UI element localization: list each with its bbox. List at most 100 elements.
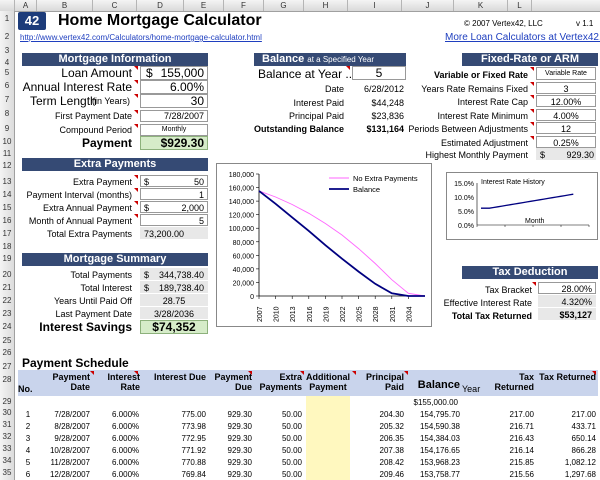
row-header-3[interactable]: 3	[4, 46, 10, 55]
row-header-23[interactable]: 23	[2, 309, 12, 318]
column-header-e[interactable]: E	[184, 0, 224, 11]
row-header-19[interactable]: 19	[2, 254, 12, 263]
series-line-balance	[258, 190, 425, 297]
comment-indicator-icon[interactable]	[300, 371, 304, 375]
row-header-2[interactable]: 2	[4, 32, 10, 41]
arm-min-input[interactable]	[536, 109, 596, 121]
row-header-29[interactable]: 29	[2, 397, 12, 406]
payment-interval-input[interactable]	[140, 188, 208, 200]
row-header-15[interactable]: 15	[2, 203, 12, 212]
column-header-j[interactable]: J	[402, 0, 454, 11]
calculator-url-link[interactable]: http://www.vertex42.com/Calculators/home…	[20, 33, 262, 42]
comment-indicator-icon[interactable]	[352, 371, 356, 375]
row-header-10[interactable]: 10	[2, 137, 12, 146]
extra-payment-input[interactable]	[140, 175, 208, 187]
row-header-5[interactable]: 5	[4, 68, 10, 77]
row-header-21[interactable]: 21	[2, 283, 12, 292]
comment-indicator-icon[interactable]	[532, 282, 536, 286]
comment-indicator-icon[interactable]	[530, 122, 534, 126]
column-header-f[interactable]: F	[224, 0, 264, 11]
term-length-input[interactable]	[140, 94, 208, 108]
column-header-h[interactable]: H	[304, 0, 348, 11]
column-header-k[interactable]: K	[454, 0, 508, 11]
row-header-35[interactable]: 35	[2, 468, 12, 477]
comment-indicator-icon[interactable]	[404, 371, 408, 375]
column-header-b[interactable]: B	[37, 0, 93, 11]
row-header-25[interactable]: 25	[2, 336, 12, 345]
rate-history-chart[interactable]: Interest Rate History 0.0% 5.0% 10.0% 15.0% M…	[446, 172, 598, 240]
comment-indicator-icon[interactable]	[530, 82, 534, 86]
row-header-9[interactable]: 9	[4, 124, 10, 133]
row-header-7[interactable]: 7	[4, 95, 10, 104]
row-header-6[interactable]: 6	[4, 81, 10, 90]
row-header-8[interactable]: 8	[4, 109, 10, 118]
column-header-d[interactable]: D	[137, 0, 184, 11]
comment-indicator-icon[interactable]	[248, 371, 252, 375]
x-tick-label: 2034	[406, 306, 413, 322]
arm-variable-select[interactable]	[536, 67, 596, 80]
row-header-30[interactable]: 30	[2, 408, 12, 417]
comment-indicator-icon[interactable]	[530, 67, 534, 71]
column-header-g[interactable]: G	[264, 0, 304, 11]
comment-indicator-icon[interactable]	[134, 124, 138, 128]
column-header-corner[interactable]	[0, 0, 15, 11]
comment-indicator-icon[interactable]	[134, 214, 138, 218]
row-header-17[interactable]: 17	[2, 229, 12, 238]
comment-indicator-icon[interactable]	[530, 95, 534, 99]
comment-indicator-icon[interactable]	[134, 94, 138, 98]
extra-annual-input[interactable]	[140, 201, 208, 213]
row-header-16[interactable]: 16	[2, 216, 12, 225]
row-header-32[interactable]: 32	[2, 432, 12, 441]
row-header-20[interactable]: 20	[2, 270, 12, 279]
row-header-24[interactable]: 24	[2, 322, 12, 331]
row-header-18[interactable]: 18	[2, 242, 12, 251]
payment-schedule-title: Payment Schedule	[22, 356, 129, 370]
comment-indicator-icon[interactable]	[134, 175, 138, 179]
column-header-c[interactable]: C	[93, 0, 137, 11]
row-header-34[interactable]: 34	[2, 456, 12, 465]
schedule-cell: 153,968.23	[419, 458, 460, 467]
comment-indicator-icon[interactable]	[134, 110, 138, 114]
more-calculators-link[interactable]: More Loan Calculators at Vertex42.com	[445, 32, 600, 43]
tax-bracket-input[interactable]	[538, 282, 596, 294]
arm-cap-input[interactable]	[536, 95, 596, 107]
comment-indicator-icon[interactable]	[134, 80, 138, 84]
comment-indicator-icon[interactable]	[134, 371, 138, 375]
column-header-l[interactable]: L	[508, 0, 532, 11]
first-payment-input[interactable]	[140, 110, 208, 122]
additional-payment-column[interactable]	[306, 396, 350, 480]
column-header-i[interactable]: I	[348, 0, 402, 11]
row-header-28[interactable]: 28	[2, 375, 12, 384]
row-header-13[interactable]: 13	[2, 177, 12, 186]
comment-indicator-icon[interactable]	[90, 371, 94, 375]
compound-period-select[interactable]	[140, 124, 208, 136]
balance-chart[interactable]: 0 20,000 40,000 60,000 80,000 100,000 120,000 1…	[216, 163, 432, 327]
row-header-26[interactable]: 26	[2, 348, 12, 357]
comment-indicator-icon[interactable]	[530, 136, 534, 140]
arm-periods-input[interactable]	[536, 122, 596, 134]
comment-indicator-icon[interactable]	[134, 188, 138, 192]
comment-indicator-icon[interactable]	[134, 201, 138, 205]
comment-indicator-icon[interactable]	[134, 66, 138, 70]
row-header-1[interactable]: 1	[4, 14, 10, 23]
column-header-a[interactable]: A	[15, 0, 37, 11]
month-annual-input[interactable]	[140, 214, 208, 226]
comment-indicator-icon[interactable]	[592, 371, 596, 375]
comment-indicator-icon[interactable]	[346, 66, 350, 70]
total-interest-label: Total Interest	[80, 283, 132, 293]
row-header-12[interactable]: 12	[2, 161, 12, 170]
row-header-27[interactable]: 27	[2, 362, 12, 371]
comment-indicator-icon[interactable]	[530, 109, 534, 113]
interest-rate-input[interactable]	[140, 80, 208, 94]
schedule-cell: 216.43	[509, 434, 534, 443]
row-header-22[interactable]: 22	[2, 296, 12, 305]
row-header-11[interactable]: 11	[2, 149, 12, 158]
row-header-31[interactable]: 31	[2, 420, 12, 429]
row-header-14[interactable]: 14	[2, 190, 12, 199]
row-header-4[interactable]: 4	[4, 58, 10, 67]
balance-year-input[interactable]	[352, 66, 406, 80]
arm-years-fixed-input[interactable]	[536, 82, 596, 94]
arm-est-adj-input[interactable]	[536, 136, 596, 148]
row-header-33[interactable]: 33	[2, 444, 12, 453]
loan-amount-input[interactable]	[140, 66, 208, 80]
